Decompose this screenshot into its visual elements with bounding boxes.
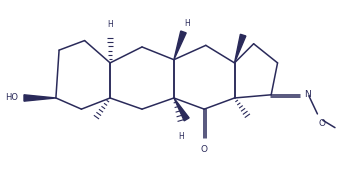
Text: H: H (178, 132, 184, 141)
Text: HO: HO (6, 93, 19, 102)
Polygon shape (234, 34, 246, 63)
Text: O: O (201, 145, 208, 154)
Text: H: H (107, 20, 113, 29)
Text: O: O (318, 119, 325, 128)
Polygon shape (174, 98, 189, 121)
Polygon shape (174, 31, 186, 60)
Text: H: H (185, 19, 191, 28)
Text: N: N (304, 90, 311, 99)
Polygon shape (24, 95, 56, 101)
